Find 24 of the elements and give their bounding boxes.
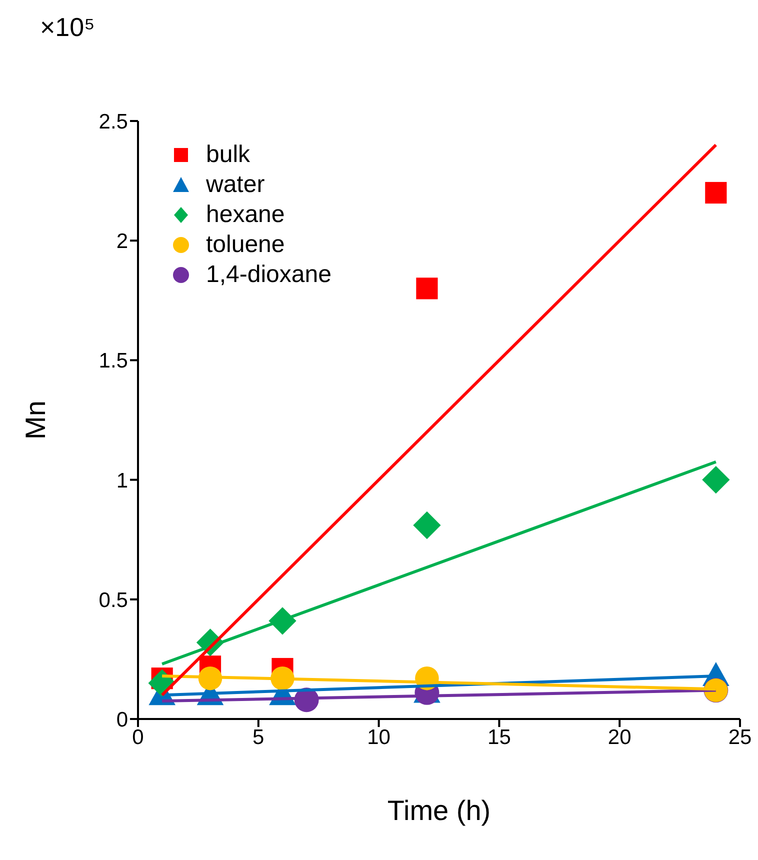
x-tick-label: 25 bbox=[728, 726, 752, 749]
point bbox=[416, 278, 438, 300]
point bbox=[702, 466, 730, 494]
y-tick-label: 2.5 bbox=[98, 110, 128, 134]
x-tick-label: 0 bbox=[132, 726, 144, 749]
x-tick-label: 5 bbox=[252, 726, 264, 749]
y-tick-label: 0.5 bbox=[98, 588, 128, 612]
y-axis-title: Mn bbox=[20, 400, 51, 440]
x-tick-label: 10 bbox=[367, 726, 390, 749]
legend-label: water bbox=[206, 171, 265, 199]
text: ×10⁵ bbox=[40, 12, 95, 43]
point bbox=[705, 182, 727, 204]
point bbox=[413, 511, 441, 540]
legend-label: 1,4-dioxane bbox=[206, 261, 332, 289]
y-tick-label: 2 bbox=[116, 230, 128, 254]
y-tick-label: 1 bbox=[116, 469, 128, 492]
legend-label: hexane bbox=[206, 201, 285, 229]
y-tick-label: 0 bbox=[116, 708, 128, 732]
legend-label: bulk bbox=[206, 141, 250, 169]
y-tick-label: 1.5 bbox=[98, 350, 128, 373]
x-tick-label: 15 bbox=[488, 726, 511, 749]
x-axis-title: Time (h) bbox=[387, 795, 491, 826]
x-tick-label: 20 bbox=[608, 726, 632, 749]
legend-label: toluene bbox=[206, 231, 285, 259]
